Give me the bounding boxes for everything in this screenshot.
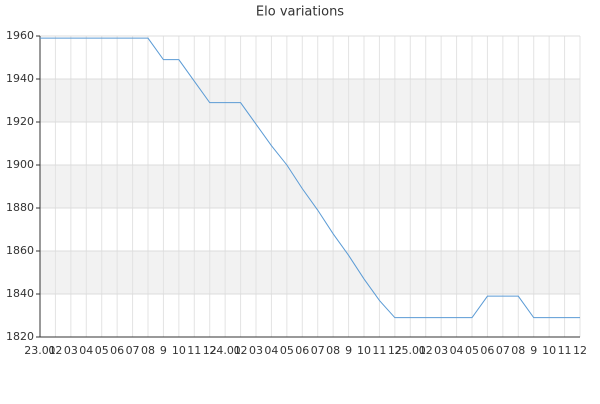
x-tick-label: 25.01 <box>395 344 427 357</box>
x-tick-label: 07 <box>126 344 140 357</box>
x-tick-label: 12 <box>203 344 217 357</box>
x-tick-label: 9 <box>530 344 537 357</box>
x-tick-label: 10 <box>172 344 186 357</box>
line <box>40 37 580 319</box>
y-tick-label: 1860 <box>6 244 34 257</box>
x-tick-label: 11 <box>558 344 572 357</box>
x-tick-label: 12 <box>388 344 402 357</box>
x-tick-label: 10 <box>542 344 556 357</box>
x-tick-label: 11 <box>187 344 201 357</box>
x-tick-label: 04 <box>450 344 464 357</box>
x-tick-label: 04 <box>79 344 93 357</box>
x-tick-label: 11 <box>372 344 386 357</box>
x-tick-label: 02 <box>48 344 62 357</box>
y-tick-label: 1940 <box>6 72 34 85</box>
x-tick-label: 10 <box>357 344 371 357</box>
x-tick-label: 05 <box>280 344 294 357</box>
x-tick-label: 05 <box>95 344 109 357</box>
chart-title: Elo variations <box>256 5 344 20</box>
grid-band <box>40 165 580 208</box>
x-tick-label: 02 <box>234 344 248 357</box>
x-tick-label: 08 <box>141 344 155 357</box>
x-tick-label: 03 <box>434 344 448 357</box>
y-tick-label: 1900 <box>6 158 34 171</box>
x-tick-label: 06 <box>295 344 309 357</box>
y-tick-label: 1840 <box>6 287 34 300</box>
y-tick-label: 1920 <box>6 115 34 128</box>
y-tick-label: 1820 <box>6 330 34 343</box>
x-tick-label: 03 <box>249 344 263 357</box>
x-tick-label: 05 <box>465 344 479 357</box>
x-tick-label: 9 <box>345 344 352 357</box>
x-tick-label: 06 <box>110 344 124 357</box>
x-tick-label: 24.01 <box>209 344 241 357</box>
grid-band <box>40 79 580 122</box>
x-tick-label: 08 <box>511 344 525 357</box>
x-tick-label: 07 <box>311 344 325 357</box>
x-tick-label: 02 <box>419 344 433 357</box>
x-tick-label: 06 <box>480 344 494 357</box>
x-tick-label: 9 <box>160 344 167 357</box>
x-tick-label: 23.01 <box>24 344 56 357</box>
x-tick-label: 08 <box>326 344 340 357</box>
y-tick-label: 1960 <box>6 29 34 42</box>
x-tick-label: 07 <box>496 344 510 357</box>
y-tick-label: 1880 <box>6 201 34 214</box>
x-tick-label: 03 <box>64 344 78 357</box>
grid-band <box>40 251 580 294</box>
x-tick-label: 12 <box>573 344 587 357</box>
x-tick-label: 04 <box>264 344 278 357</box>
